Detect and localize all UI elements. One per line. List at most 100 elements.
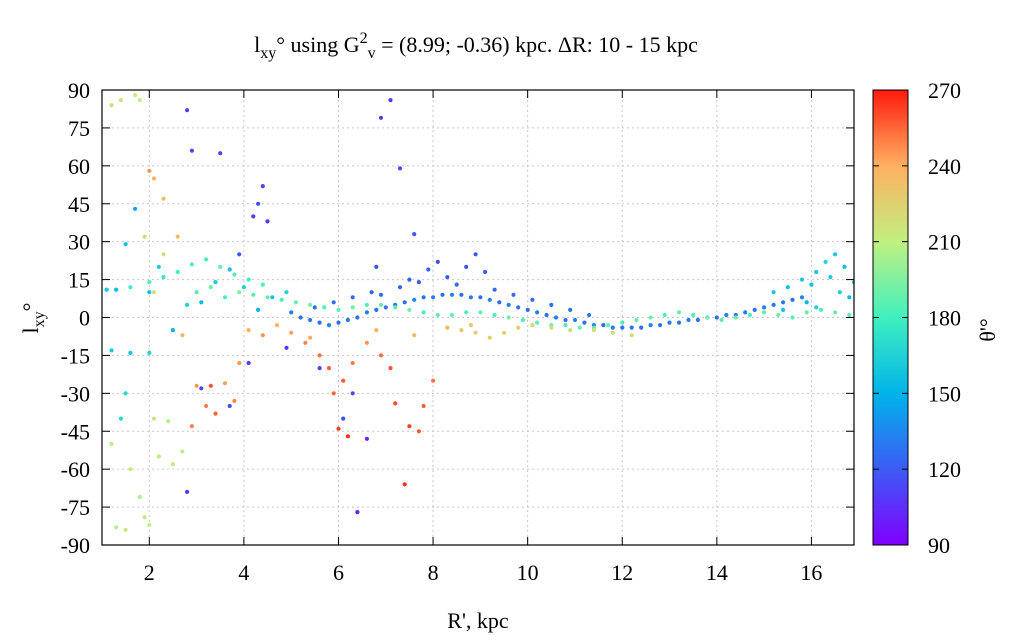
data-point xyxy=(369,290,374,295)
data-point xyxy=(572,317,578,323)
data-point xyxy=(246,328,251,333)
data-point xyxy=(175,234,180,239)
data-point xyxy=(714,315,719,320)
data-point xyxy=(407,277,412,282)
grid xyxy=(102,90,854,545)
data-point xyxy=(147,290,152,295)
data-point xyxy=(478,295,483,300)
data-point xyxy=(506,302,511,307)
data-point xyxy=(501,330,507,335)
data-point xyxy=(459,292,464,297)
data-point xyxy=(388,98,393,103)
data-point xyxy=(189,424,194,429)
data-point xyxy=(142,234,147,239)
data-point xyxy=(378,302,384,307)
data-point xyxy=(606,323,611,328)
data-point xyxy=(530,297,535,302)
data-point xyxy=(667,320,672,325)
data-point xyxy=(147,522,152,527)
data-point xyxy=(350,391,355,396)
series-blue_band xyxy=(289,259,805,330)
data-point xyxy=(421,310,426,315)
data-point xyxy=(208,383,213,388)
data-point xyxy=(431,295,436,300)
data-point xyxy=(847,295,852,300)
data-point xyxy=(199,386,204,391)
x-tick-label: 4 xyxy=(238,560,249,585)
data-point xyxy=(312,305,317,310)
data-point xyxy=(256,307,261,312)
data-point xyxy=(416,429,421,434)
y-tick-label: 0 xyxy=(79,306,90,331)
data-point xyxy=(388,366,393,371)
data-point xyxy=(270,295,275,300)
data-point xyxy=(440,292,445,297)
data-point xyxy=(180,333,185,338)
data-point xyxy=(265,219,270,224)
data-point xyxy=(809,282,814,287)
data-point xyxy=(842,264,847,269)
data-point xyxy=(587,312,592,318)
colorbar-ticks: 90 120 150 180 210 240 270 xyxy=(873,78,961,558)
data-point xyxy=(468,323,473,328)
data-point xyxy=(549,325,554,330)
data-point xyxy=(147,350,152,355)
data-point xyxy=(620,320,625,325)
data-point xyxy=(634,317,639,323)
data-point xyxy=(246,277,251,282)
data-point xyxy=(350,305,355,310)
data-point xyxy=(648,323,653,328)
data-point xyxy=(256,201,261,206)
data-point xyxy=(435,312,440,318)
colorbar-tick-label: 210 xyxy=(928,230,961,255)
data-point xyxy=(289,310,294,315)
data-point xyxy=(114,525,119,530)
data-point xyxy=(142,515,147,520)
data-point xyxy=(383,305,388,310)
data-point xyxy=(118,416,123,421)
data-point xyxy=(449,312,455,318)
title-main-sub: xy xyxy=(260,45,276,62)
data-point xyxy=(516,305,521,310)
data-point xyxy=(128,285,133,290)
data-point xyxy=(251,292,256,297)
data-point xyxy=(785,285,790,290)
data-point xyxy=(676,320,682,325)
data-points xyxy=(104,93,854,532)
data-point xyxy=(355,509,360,515)
data-point xyxy=(194,290,199,295)
data-point xyxy=(620,325,625,330)
data-point xyxy=(402,482,407,487)
data-point xyxy=(185,302,190,307)
data-point xyxy=(161,275,166,280)
colorbar-label: θ'° xyxy=(975,318,1000,341)
data-point xyxy=(289,330,294,335)
data-point xyxy=(156,264,161,269)
data-point xyxy=(833,310,838,315)
data-point xyxy=(151,176,157,181)
data-point xyxy=(799,277,805,282)
x-axis-label: R', kpc xyxy=(447,608,509,633)
data-point xyxy=(199,300,204,305)
data-point xyxy=(180,449,185,454)
data-point xyxy=(260,184,265,189)
data-point xyxy=(781,307,786,312)
data-point xyxy=(246,360,251,366)
data-point xyxy=(137,98,142,103)
data-point xyxy=(568,328,573,333)
title-rest: = (8.99; -0.36) kpc. ΔR: 10 - 15 kpc xyxy=(376,32,699,57)
data-point xyxy=(771,302,776,307)
data-point xyxy=(227,403,232,409)
data-point xyxy=(407,424,412,429)
data-point xyxy=(752,307,757,312)
series-orange_red_points xyxy=(147,168,634,487)
data-point xyxy=(676,310,682,315)
title-sup: 2 xyxy=(360,30,368,47)
data-point xyxy=(525,307,530,312)
data-point xyxy=(733,315,738,320)
data-point xyxy=(336,426,341,431)
data-point xyxy=(147,168,152,173)
data-point xyxy=(397,166,403,171)
data-point xyxy=(350,295,355,300)
data-point xyxy=(317,353,322,358)
